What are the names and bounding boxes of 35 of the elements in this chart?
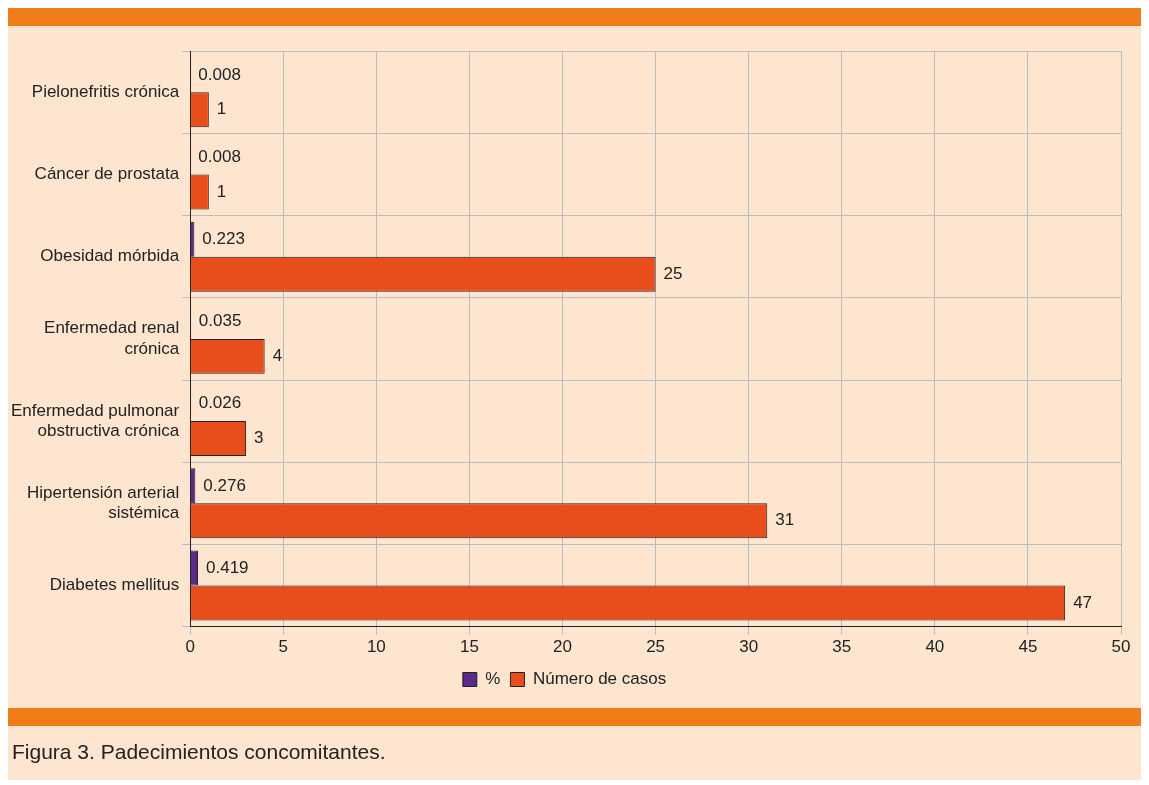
y-tick-label: Hipertensión arterial sistémica <box>27 482 180 523</box>
x-tick-label: 35 <box>832 637 852 657</box>
x-tick-label: 30 <box>739 637 759 657</box>
data-label: 31 <box>775 510 795 530</box>
data-label: 0.026 <box>198 393 242 413</box>
y-tick-label: Enfermedad renal crónica <box>44 318 180 358</box>
data-label: 1 <box>216 99 227 119</box>
x-tick-label: 10 <box>366 637 386 657</box>
x-tick-label: 5 <box>278 637 289 657</box>
y-tick-label: Pielonefritis crónica <box>31 81 180 101</box>
data-label: 47 <box>1073 592 1093 612</box>
data-label: 4 <box>272 346 283 366</box>
y-tick-label: Enfermedad pulmonar obstructiva crónica <box>10 400 180 440</box>
data-label: 25 <box>663 263 683 283</box>
x-tick-label: 20 <box>553 637 572 657</box>
data-label: 0.008 <box>198 146 241 166</box>
data-label: 0.276 <box>203 475 246 495</box>
data-label: 1 <box>216 181 227 201</box>
x-tick-label: 0 <box>185 637 195 657</box>
y-tick-label: Obesidad mórbida <box>40 246 180 266</box>
y-tick-label: Diabetes mellitus <box>49 575 180 595</box>
data-label: 0.223 <box>202 228 245 248</box>
x-tick-label: 15 <box>459 637 479 657</box>
x-tick-label: 50 <box>1111 637 1131 657</box>
data-label: 0.419 <box>206 557 249 577</box>
data-label: 0.008 <box>198 64 241 84</box>
x-tick-label: 45 <box>1018 637 1038 657</box>
legend-label: % <box>485 669 501 689</box>
text: Figura 3. Padecimientos concomitantes. <box>8 708 1141 780</box>
data-label: 0.035 <box>198 311 242 331</box>
x-tick-label: 25 <box>646 637 666 657</box>
data-label: 3 <box>254 428 264 448</box>
legend-label: Número de casos <box>532 669 667 689</box>
x-tick-label: 40 <box>925 637 945 657</box>
y-tick-label: Cáncer de prostata <box>34 164 180 184</box>
